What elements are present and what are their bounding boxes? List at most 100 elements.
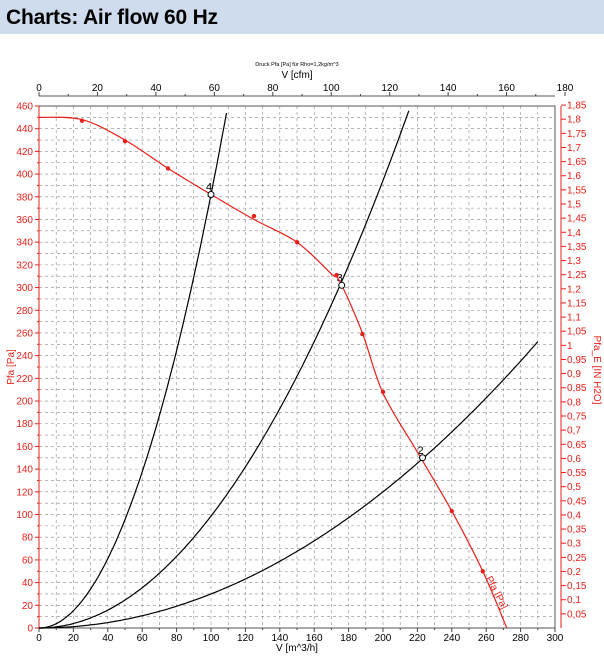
y-tick-label: 360 (16, 215, 33, 226)
y2-tick-label: 1,8 (567, 115, 581, 126)
y-tick-label: 280 (16, 306, 33, 317)
y-tick-label: 180 (16, 419, 33, 430)
y2-tick-label: 0,95 (567, 355, 587, 366)
y-tick-label: 80 (22, 533, 34, 544)
fan-curve-marker (294, 239, 300, 245)
fan-curve-marker (360, 331, 365, 337)
x2-tick-label: 180 (557, 83, 574, 94)
y2-tick-label: 0,35 (567, 525, 587, 536)
fan-curve-marker (251, 213, 257, 219)
chart-grid (39, 106, 555, 628)
y-tick-label: 300 (16, 283, 33, 294)
chart-axes (35, 92, 566, 632)
x-tick-label: 220 (409, 633, 426, 644)
operating-point-label: 4 (206, 182, 212, 194)
y-tick-label: 20 (22, 601, 34, 612)
x-tick-label: 120 (237, 633, 254, 644)
operating-point-3 (338, 281, 346, 289)
x2-tick-label: 0 (36, 83, 42, 94)
y2-tick-label: 0,3 (567, 539, 581, 550)
x-axis-title: V [m^3/h] (276, 643, 318, 654)
x2-tick-label: 100 (323, 83, 340, 94)
y2-tick-label: 1,3 (567, 256, 581, 267)
fan-curve-marker (165, 166, 171, 171)
y2-tick-label: 0,25 (567, 553, 587, 564)
fan-curve-pfa (38, 116, 508, 629)
page-title: Charts: Air flow 60 Hz (6, 6, 218, 29)
fan-curve-marker (79, 118, 85, 123)
y-tick-label: 240 (16, 351, 33, 362)
chart-series (38, 110, 539, 629)
y2-tick-label: 1,6 (567, 171, 581, 182)
chart-labels: 0 20 40 60 80 100 120 140 160 180 200 220 240 260 280 3… (6, 62, 602, 654)
y-tick-label: 60 (22, 555, 34, 566)
fan-curve-marker (449, 508, 454, 514)
y-tick-label: 40 (22, 578, 34, 589)
x-tick-label: 140 (271, 633, 288, 644)
y2-tick-label: 1,05 (567, 327, 587, 338)
y2-tick-label: 1,4 (567, 228, 581, 239)
x-tick-label: 200 (375, 633, 392, 644)
system-curve-2 (39, 341, 539, 629)
y-tick-label: 380 (16, 192, 33, 203)
x-tick-label: 20 (68, 633, 80, 644)
operating-point-2 (419, 454, 427, 462)
y2-tick-label: 1,65 (567, 157, 587, 168)
x-tick-label: 280 (512, 633, 529, 644)
y2-tick-label: 1,55 (567, 185, 587, 196)
page-header: Charts: Air flow 60 Hz (0, 0, 604, 34)
x2-tick-label: 80 (267, 83, 279, 94)
y-tick-label: 120 (16, 487, 33, 498)
y2-tick-label: 0,2 (567, 567, 581, 578)
y2-tick-label: 1,15 (567, 298, 587, 309)
x-tick-label: 260 (478, 633, 495, 644)
y2-tick-label: 0,8 (567, 397, 581, 408)
y2-tick-label: 1,5 (567, 200, 581, 211)
y2-tick-label: 1 (567, 341, 573, 352)
y-tick-label: 320 (16, 260, 33, 271)
y-tick-label: 100 (16, 510, 33, 521)
y2-tick-label: 1,45 (567, 214, 587, 225)
fan-curve-marker (380, 389, 386, 395)
x-tick-label: 40 (102, 633, 114, 644)
y2-tick-label: 1,2 (567, 284, 581, 295)
fan-curve-marker (334, 272, 339, 278)
y-tick-label: 160 (16, 442, 33, 453)
chart-title: Druck Pfa [Pa] für Rho=1,2kg/m^3 (255, 62, 338, 68)
y2-tick-label: 0,15 (567, 581, 587, 592)
y2-tick-label: 1,1 (567, 313, 581, 324)
x-tick-label: 160 (306, 633, 323, 644)
y2-tick-label: 1,85 (567, 101, 587, 112)
y2-tick-label: 0,65 (567, 440, 587, 451)
x2-tick-label: 120 (381, 83, 398, 94)
y2-tick-label: 0,55 (567, 468, 587, 479)
y2-tick-label: 0,9 (567, 369, 581, 380)
x-tick-label: 0 (36, 633, 42, 644)
x2-tick-label: 140 (440, 83, 457, 94)
x2-axis-title: V [cfm] (281, 70, 312, 81)
x2-tick-label: 160 (498, 83, 515, 94)
y2-tick-label: 0,6 (567, 454, 581, 465)
y-tick-label: 400 (16, 170, 33, 181)
operating-point-4 (207, 191, 215, 199)
x2-tick-label: 20 (92, 83, 104, 94)
y-tick-label: 0 (27, 624, 33, 635)
x2-tick-label: 40 (150, 83, 162, 94)
y-tick-label: 460 (16, 102, 33, 113)
y-tick-label: 260 (16, 328, 33, 339)
x-tick-label: 100 (203, 633, 220, 644)
y2-tick-label: 0,1 (567, 595, 581, 606)
y2-tick-label: 0,4 (567, 510, 581, 521)
y-tick-label: 340 (16, 238, 33, 249)
x-tick-label: 80 (171, 633, 183, 644)
y2-tick-label: 0,75 (567, 412, 587, 423)
operating-point-label: 2 (417, 445, 423, 457)
x-tick-label: 300 (547, 633, 564, 644)
y2-tick-label: 1,75 (567, 129, 587, 140)
y-tick-label: 420 (16, 147, 33, 158)
x2-tick-label: 60 (209, 83, 221, 94)
y2-tick-label: 1,25 (567, 270, 587, 281)
y2-tick-label: 0,05 (567, 609, 587, 620)
y-tick-label: 200 (16, 397, 33, 408)
